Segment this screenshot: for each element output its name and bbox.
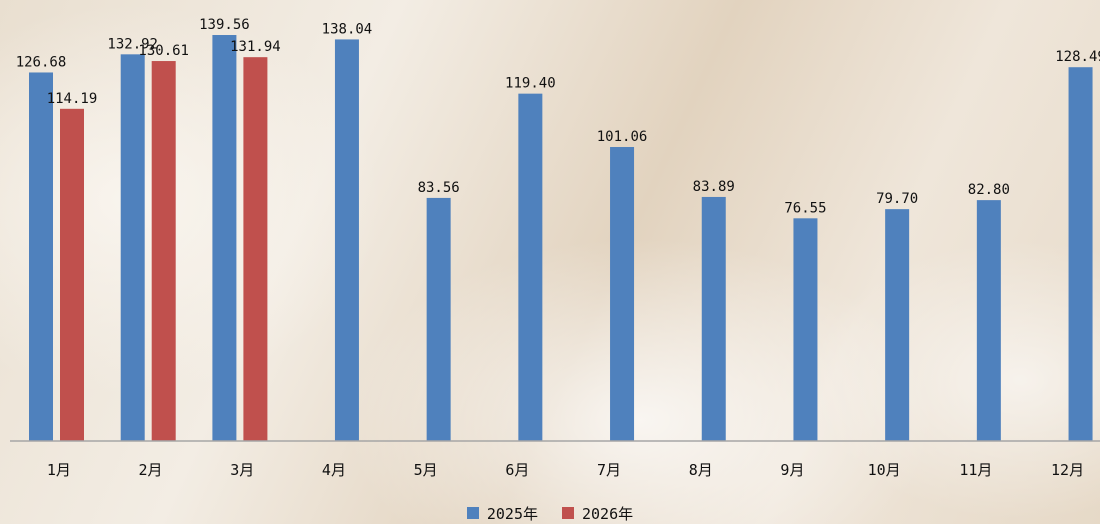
bar [701, 196, 726, 441]
x-tick-label: 3月 [230, 461, 254, 479]
data-label: 119.40 [505, 76, 556, 92]
data-label: 83.56 [418, 180, 460, 196]
bar [518, 93, 543, 442]
legend-item-2026: 2026年 [562, 503, 633, 524]
legend: 2025年 2026年 [0, 502, 1100, 524]
bar [426, 197, 451, 441]
data-label: 126.68 [16, 54, 67, 70]
x-tick-label: 6月 [505, 461, 529, 479]
x-tick-label: 8月 [689, 461, 713, 479]
x-tick-label: 2月 [139, 461, 163, 479]
x-tick-labels: 1月 2月 3月 4月 5月 6月 7月 8月 9月 10月 11月 12月 [47, 461, 1084, 479]
bar [60, 108, 84, 441]
bar [151, 61, 176, 441]
data-label: 128.49 [1055, 49, 1100, 65]
bar [793, 218, 818, 441]
data-label: 76.55 [784, 200, 826, 216]
x-tick-label: 1月 [47, 461, 71, 479]
x-tick-label: 10月 [868, 461, 901, 479]
legend-swatch-2025 [466, 507, 479, 519]
data-label: 139.56 [199, 17, 250, 33]
value-labels-layer: 126.68 132.92 139.56 138.04 83.56 119.40 101.0… [16, 17, 1100, 216]
legend-label-2026: 2026年 [582, 504, 634, 523]
bar [610, 147, 635, 442]
data-label: 131.94 [230, 39, 281, 55]
x-tick-label: 4月 [322, 461, 346, 479]
bar [334, 39, 359, 442]
data-label: 114.19 [47, 91, 98, 107]
bars-layer [29, 35, 1093, 442]
data-label: 83.89 [693, 179, 735, 195]
bar [29, 72, 53, 441]
data-label: 132.92 [107, 36, 158, 52]
data-label: 138.04 [322, 21, 373, 37]
x-tick-label: 12月 [1051, 461, 1084, 479]
data-label: 130.61 [138, 43, 189, 59]
bar [243, 57, 268, 441]
data-label: 101.06 [597, 129, 648, 145]
x-tick-label: 5月 [414, 461, 438, 479]
x-tick-label: 9月 [780, 461, 804, 479]
legend-item-2025: 2025年 [466, 503, 538, 524]
data-label: 82.80 [968, 182, 1010, 198]
bar [1068, 67, 1093, 441]
bar [212, 35, 237, 442]
bar [976, 200, 1001, 441]
x-tick-label: 11月 [959, 461, 992, 479]
data-label: 79.70 [876, 191, 918, 207]
legend-label-2025: 2025年 [486, 504, 538, 523]
bar [885, 209, 910, 441]
bar [120, 54, 145, 441]
bar-chart: 126.68 132.92 139.56 138.04 83.56 119.40 101.0… [10, 17, 1100, 479]
x-tick-label: 7月 [597, 461, 621, 479]
legend-swatch-2026 [562, 507, 574, 519]
